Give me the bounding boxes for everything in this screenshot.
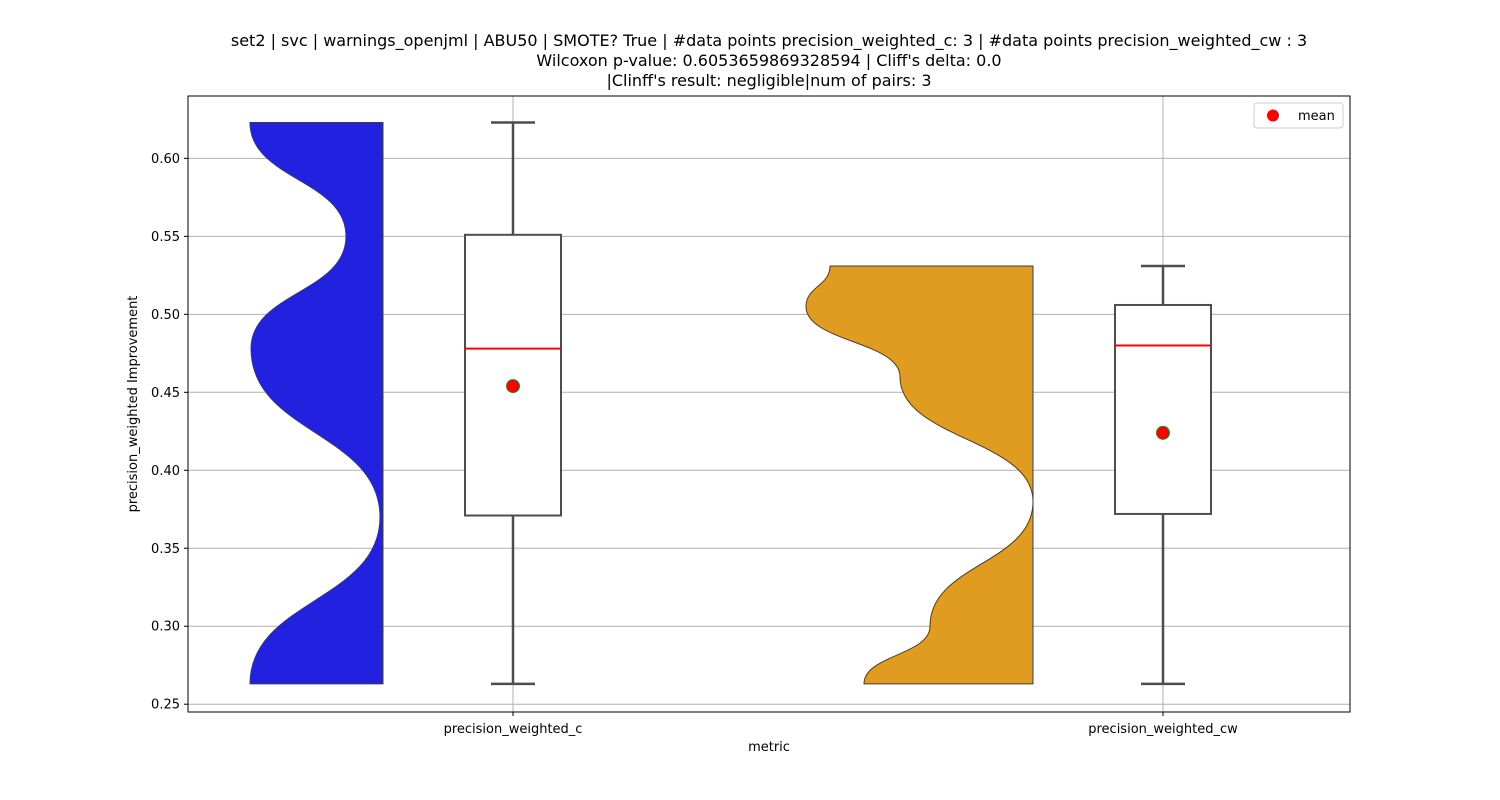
chart-title: set2 | svc | warnings_openjml | ABU50 | … (231, 31, 1307, 90)
box-iqr (464, 233, 562, 517)
y-tick-label: 0.55 (151, 230, 180, 245)
x-tick-label: precision_weighted_cw (1088, 722, 1238, 737)
x-tick-label: precision_weighted_c (444, 722, 583, 737)
box-iqr (1114, 303, 1212, 515)
y-tick-label: 0.50 (151, 308, 180, 323)
legend: mean (1253, 102, 1344, 129)
legend-box (1253, 102, 1344, 129)
y-axis-ticks: 0.25 0.30 0.35 0.40 0.45 0.50 0.55 0.60 (151, 152, 188, 713)
plot-frame (187, 95, 1351, 713)
boxplot-precision_weighted_cw (1114, 264, 1212, 686)
boxplots (464, 121, 1212, 686)
y-tick-label: 0.25 (151, 698, 180, 713)
violin-precision_weighted_cw (805, 265, 1034, 685)
y-tick-label: 0.45 (151, 386, 180, 401)
chart-title-line: |Clinff's result: negligible|num of pair… (606, 71, 931, 90)
legend-label: mean (1298, 109, 1335, 124)
x-axis-ticks: precision_weighted_c precision_weighted_c… (444, 712, 1238, 737)
mean-marker (1156, 425, 1170, 440)
boxplot-precision_weighted_c (464, 121, 562, 686)
y-tick-label: 0.35 (151, 542, 180, 557)
chart-title-line: Wilcoxon p-value: 0.6053659869328594 | C… (536, 51, 1001, 70)
y-tick-label: 0.60 (151, 152, 180, 167)
legend-marker (1267, 109, 1279, 122)
chart-title-line: set2 | svc | warnings_openjml | ABU50 | … (231, 31, 1307, 51)
violin-precision_weighted_c (249, 122, 384, 685)
y-tick-label: 0.40 (151, 464, 180, 479)
x-axis-label: metric (748, 740, 790, 755)
y-axis-label: precision_weighted Improvement (126, 296, 141, 513)
mean-marker (506, 379, 520, 394)
y-tick-label: 0.30 (151, 620, 180, 635)
violins (249, 122, 1034, 685)
